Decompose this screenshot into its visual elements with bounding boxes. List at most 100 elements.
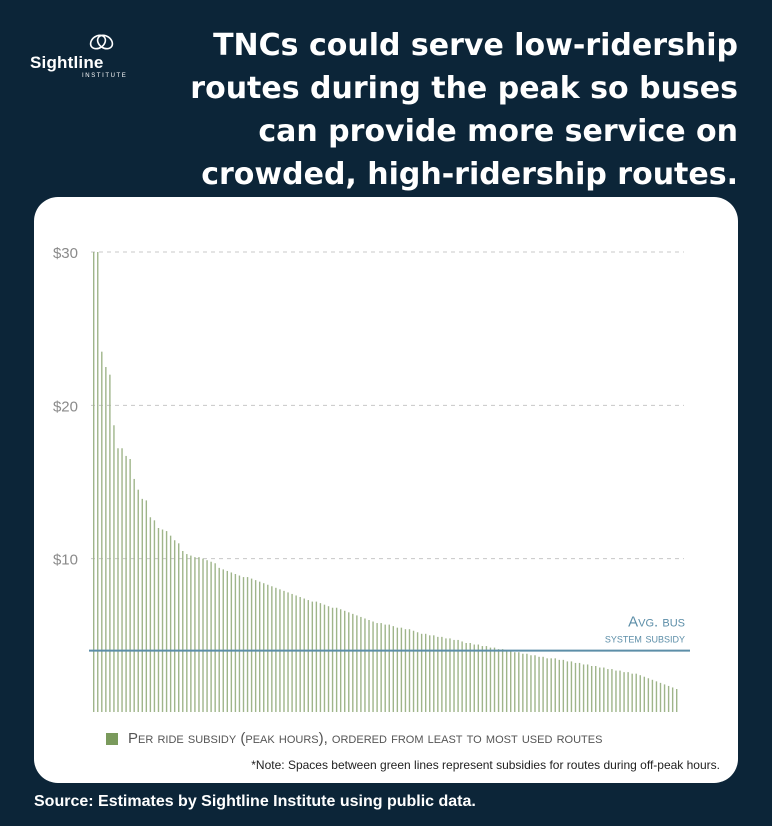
bar <box>392 626 394 712</box>
bar <box>258 581 261 712</box>
bar <box>202 558 204 712</box>
bar <box>424 633 427 712</box>
bar <box>639 675 641 712</box>
bar <box>263 583 265 712</box>
bar <box>295 595 297 712</box>
bar <box>149 517 152 712</box>
bar <box>676 689 678 712</box>
logo-loop-icon <box>89 34 114 50</box>
bar <box>615 670 617 712</box>
bar <box>206 560 208 712</box>
bar <box>433 635 435 712</box>
bar <box>242 577 245 712</box>
bar <box>396 627 399 712</box>
bar <box>234 574 237 712</box>
sightline-logo: Sightline INSTITUTE <box>30 30 140 80</box>
bar <box>153 520 156 712</box>
bar <box>473 644 475 712</box>
bar <box>190 555 192 712</box>
bar <box>222 569 224 712</box>
bar <box>651 679 654 712</box>
bar <box>101 351 103 712</box>
bar <box>595 666 597 712</box>
bar <box>404 629 407 712</box>
bar <box>570 661 573 712</box>
bar <box>449 638 451 712</box>
bar <box>327 606 330 712</box>
bar <box>667 685 670 712</box>
bar <box>141 498 143 712</box>
bar <box>319 603 322 712</box>
y-tick-label: $10 <box>53 552 78 569</box>
bar <box>412 630 415 712</box>
bar <box>530 655 532 712</box>
legend: Per ride subsidy (peak hours), ordered f… <box>106 730 602 747</box>
bar <box>133 478 135 712</box>
bar <box>566 661 569 712</box>
bar <box>307 600 309 712</box>
legend-label: Per ride subsidy (peak hours), ordered f… <box>128 730 603 747</box>
bar <box>437 636 439 712</box>
bar <box>546 658 548 712</box>
bar <box>356 615 358 712</box>
bar <box>210 561 212 712</box>
bar <box>226 570 229 712</box>
bar <box>659 682 662 712</box>
bar <box>331 607 334 712</box>
bar <box>477 644 480 712</box>
bar <box>339 609 342 712</box>
bar <box>457 639 459 712</box>
bar <box>335 607 338 712</box>
bar <box>254 580 257 712</box>
bar <box>635 673 637 712</box>
bar <box>643 676 646 712</box>
bar <box>311 601 314 712</box>
bar <box>117 448 119 712</box>
bar <box>250 578 253 712</box>
bar <box>113 425 115 712</box>
bar <box>121 448 123 712</box>
bar <box>380 623 382 712</box>
bar <box>578 662 581 712</box>
bar <box>469 643 471 712</box>
bar <box>416 632 419 712</box>
bar <box>194 557 196 712</box>
bar <box>352 613 354 712</box>
bar <box>344 610 346 712</box>
bar <box>550 658 552 712</box>
bar <box>137 489 139 712</box>
bar <box>493 647 496 712</box>
bar <box>408 629 411 712</box>
bar <box>323 604 326 712</box>
bar <box>538 656 540 712</box>
bar <box>161 529 164 712</box>
bar <box>267 584 269 712</box>
bar <box>145 500 148 712</box>
bar <box>574 662 577 712</box>
bar <box>522 653 524 712</box>
bar <box>214 563 216 712</box>
bar <box>611 669 613 712</box>
bar <box>607 669 609 712</box>
y-tick-label: $20 <box>53 398 78 415</box>
bar <box>655 681 658 712</box>
bar <box>441 636 443 712</box>
chart-panel: $10 $20 $30 Avg. bus system subsidy Per ride… <box>34 197 738 783</box>
bar <box>238 575 241 712</box>
bar <box>287 592 289 712</box>
bar <box>186 554 188 712</box>
bar <box>129 459 131 712</box>
bar <box>562 659 565 712</box>
bar <box>526 653 528 712</box>
bar <box>510 650 512 712</box>
bar <box>303 598 305 712</box>
bar <box>246 577 249 712</box>
bar <box>590 666 593 712</box>
bar <box>481 646 484 712</box>
bar <box>453 639 455 712</box>
bar <box>157 528 160 712</box>
bar <box>505 650 508 712</box>
bar <box>627 672 629 712</box>
bar <box>315 601 318 712</box>
bar <box>173 540 176 712</box>
